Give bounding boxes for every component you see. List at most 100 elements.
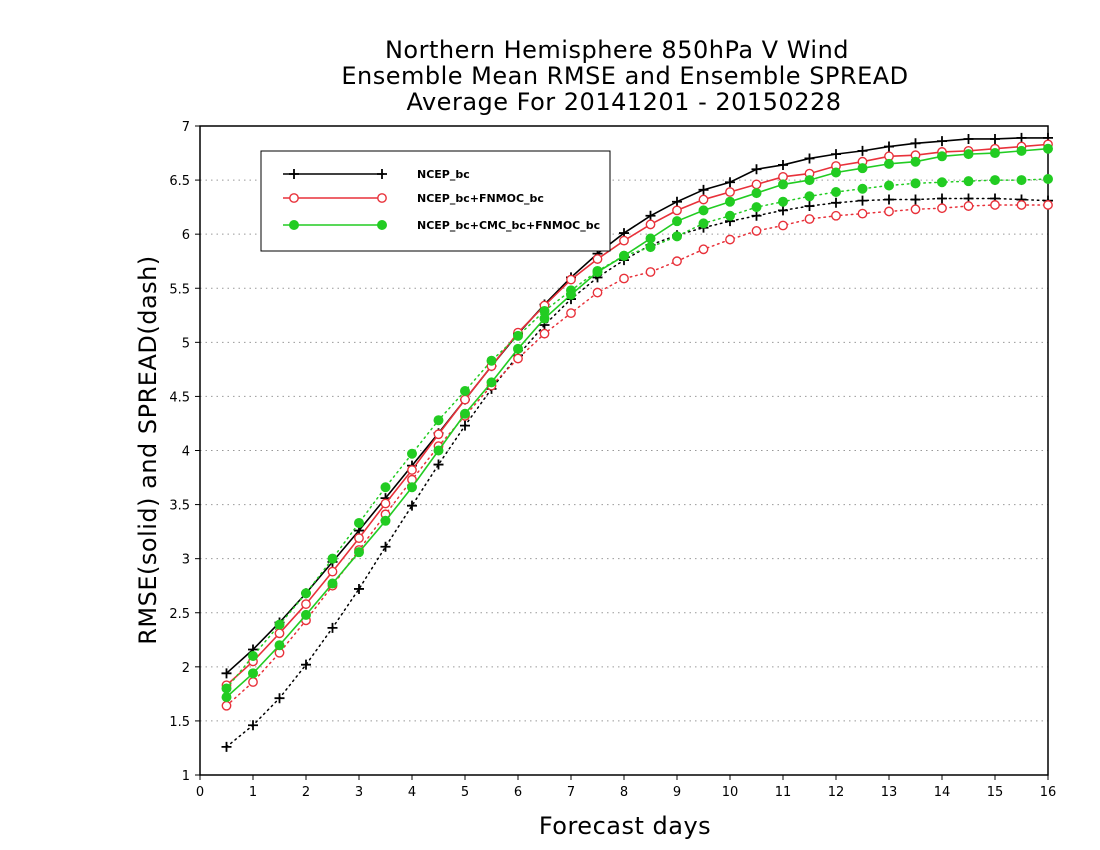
spread-point <box>910 194 921 205</box>
spread-point <box>354 583 364 594</box>
rmse-point <box>1016 145 1027 156</box>
spread-point <box>725 210 735 221</box>
spread-point <box>1043 200 1053 210</box>
rmse-point <box>380 515 391 526</box>
x-tick-label: 12 <box>828 785 845 800</box>
spread-point <box>274 619 285 630</box>
rmse-point <box>725 177 735 188</box>
x-tick-label: 7 <box>567 785 575 800</box>
rmse-point <box>698 184 709 195</box>
rmse-point <box>672 196 682 207</box>
legend: NCEP_bc NCEP_bc+FNMOC_bc NCEP_bc+CMC_bc+FN… <box>260 150 611 252</box>
x-tick-label: 1 <box>249 785 257 800</box>
spread-line-ncep-bc <box>225 197 1049 748</box>
spread-point <box>460 386 470 397</box>
spread-point <box>672 256 682 267</box>
rmse-point <box>751 164 762 175</box>
spread-point <box>937 203 947 214</box>
spread-point <box>937 177 947 188</box>
legend-marker <box>377 193 387 203</box>
x-tick-label: 16 <box>1040 785 1057 800</box>
rmse-point <box>433 429 444 440</box>
y-tick-label: 6 <box>182 228 190 243</box>
spread-point <box>1043 174 1053 185</box>
spread-point <box>248 677 258 687</box>
rmse-point <box>645 233 656 244</box>
rmse-point <box>301 609 311 620</box>
spread-point <box>645 242 656 253</box>
rmse-point <box>778 179 788 190</box>
x-tick-label: 11 <box>775 785 792 800</box>
spread-point <box>698 244 709 255</box>
spread-point <box>513 330 523 341</box>
rmse-point <box>831 149 841 160</box>
rmse-point <box>857 163 868 174</box>
spread-point <box>804 214 815 224</box>
y-tick-label: 6.5 <box>169 174 190 189</box>
x-tick-label: 3 <box>355 785 363 800</box>
x-tick-label: 0 <box>196 785 204 800</box>
spread-point <box>380 541 391 552</box>
rmse-point <box>407 482 417 493</box>
spread-point <box>301 588 311 599</box>
spread-point <box>698 218 709 229</box>
spread-point <box>857 208 868 219</box>
y-tick-label: 2.5 <box>169 607 190 622</box>
spread-line-ncep-bc-cmc-bc-fnmoc-bc <box>225 178 1049 690</box>
spread-point <box>327 622 338 633</box>
x-axis: 0 1 2 3 4 5 6 7 8 9 10 11 12 13 14 15 16 <box>196 775 1056 800</box>
y-tick-label: 4.5 <box>169 390 190 405</box>
chart-title: Northern Hemisphere 850hPa V Wind Ensemb… <box>341 36 908 116</box>
series-layer <box>221 132 1053 752</box>
y-tick-label: 5 <box>182 336 190 351</box>
x-tick-label: 10 <box>722 785 739 800</box>
spread-point <box>433 415 444 426</box>
spread-point <box>221 700 232 711</box>
spread-point <box>433 459 444 470</box>
rmse-point <box>990 133 1000 144</box>
spread-point <box>592 287 603 298</box>
y-tick-label: 1.5 <box>169 715 190 730</box>
rmse-point <box>327 566 338 577</box>
spread-point <box>751 202 762 213</box>
spread-point <box>486 355 497 366</box>
spread-point <box>963 201 974 211</box>
legend-marker <box>289 169 299 179</box>
rmse-point <box>539 313 550 324</box>
spread-point <box>778 196 788 207</box>
legend-marker <box>377 220 387 230</box>
rmse-point <box>274 628 285 639</box>
legend-box <box>260 150 611 252</box>
rmse-point <box>221 692 232 703</box>
spread-point <box>804 191 815 202</box>
rmse-point <box>592 267 603 278</box>
rmse-point <box>963 133 974 144</box>
rmse-point <box>937 136 947 147</box>
spread-point <box>221 683 232 694</box>
legend-label: NCEP_bc+FNMOC_bc <box>417 192 544 205</box>
x-axis-label: Forecast days <box>539 812 711 840</box>
spread-point <box>566 308 576 319</box>
x-tick-label: 13 <box>881 785 898 800</box>
spread-point <box>645 267 656 277</box>
rmse-point <box>592 254 603 264</box>
legend-marker <box>289 220 299 230</box>
rmse-point <box>566 289 576 300</box>
spread-point <box>884 206 894 217</box>
y-tick-label: 3 <box>182 553 190 568</box>
spread-point <box>910 178 921 189</box>
rmse-point <box>698 194 709 205</box>
spread-point <box>884 194 894 205</box>
rmse-point <box>857 145 868 156</box>
rmse-point <box>566 274 576 285</box>
spread-point <box>327 553 338 564</box>
title-line-3: Average For 20141201 - 20150228 <box>406 88 841 116</box>
spread-point <box>804 201 815 212</box>
rmse-point <box>937 151 947 162</box>
spread-line-ncep-bc-fnmoc-bc <box>225 204 1049 707</box>
rmse-point <box>698 205 709 216</box>
spread-point <box>990 200 1000 210</box>
rmse-point <box>645 210 656 221</box>
rmse-point <box>433 445 444 456</box>
spread-point <box>751 226 762 236</box>
